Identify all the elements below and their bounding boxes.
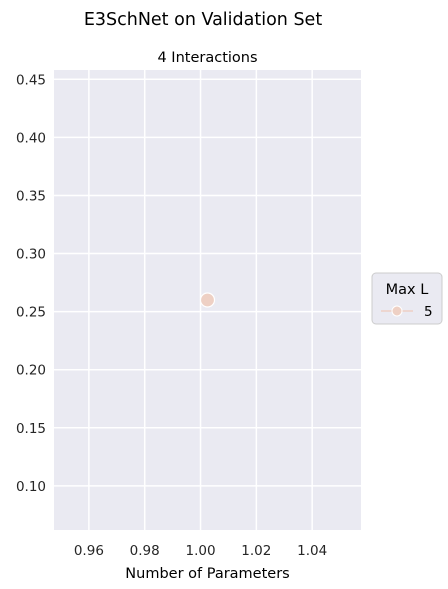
y-tick-label: 0.35: [16, 188, 46, 204]
legend-item-label: 5: [424, 304, 433, 320]
x-tick-label: 0.96: [74, 543, 104, 559]
legend-marker: [391, 305, 403, 317]
y-tick-label: 0.30: [16, 247, 46, 263]
y-tick-label: 0.45: [16, 72, 46, 88]
legend-title: Max L: [386, 282, 429, 298]
x-tick-label: 0.98: [130, 543, 160, 559]
subplot-title: 4 Interactions: [157, 50, 257, 66]
x-axis-ticks: 0.96 0.98 1.00 1.02 1.04: [74, 543, 327, 559]
y-tick-label: 0.15: [16, 421, 46, 437]
y-axis-ticks: 0.10 0.15 0.20 0.25 0.30 0.35 0.40 0.45: [16, 72, 46, 495]
data-point: [199, 292, 216, 308]
figure-title: E3SchNet on Validation Set: [84, 10, 323, 30]
x-axis-label: Number of Parameters: [125, 566, 289, 582]
y-tick-label: 0.40: [16, 130, 46, 146]
x-tick-label: 1.00: [185, 543, 215, 559]
x-tick-label: 1.02: [241, 543, 271, 559]
x-tick-label: 1.04: [297, 543, 327, 559]
data-points: [199, 292, 216, 308]
legend: Max L 5: [371, 272, 443, 325]
y-tick-label: 0.10: [16, 479, 46, 495]
y-tick-label: 0.25: [16, 305, 46, 321]
y-tick-label: 0.20: [16, 363, 46, 379]
